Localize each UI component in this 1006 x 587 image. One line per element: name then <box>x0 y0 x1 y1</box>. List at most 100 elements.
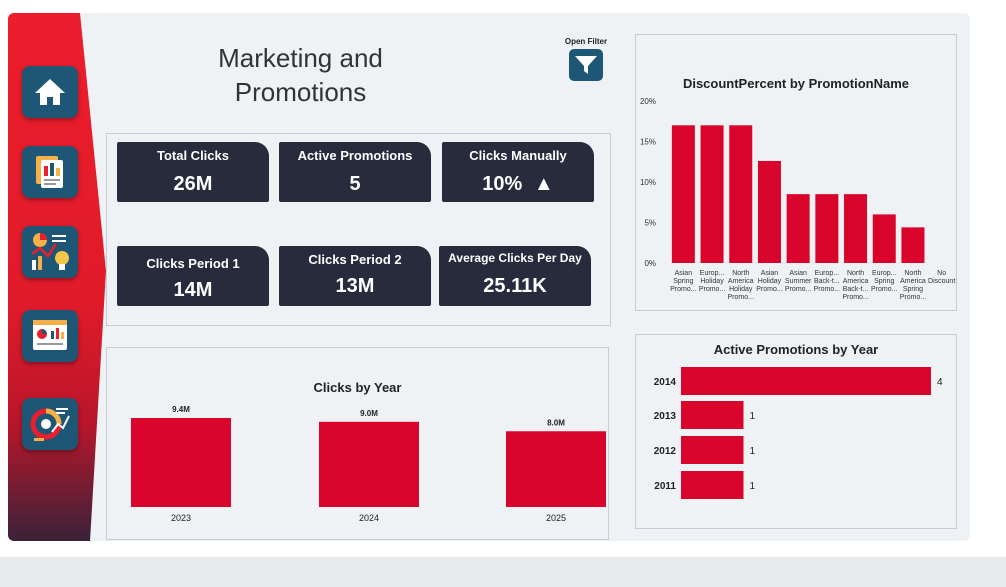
bar[interactable] <box>872 214 896 263</box>
x-tick-label: Asian <box>789 270 807 277</box>
x-tick-label: Europ... <box>872 270 897 277</box>
bottom-strip <box>0 557 1006 587</box>
kpi-value-row: 10% ▲ <box>442 173 594 196</box>
kpi-title: Total Clicks <box>156 148 229 163</box>
y-tick-label: 15% <box>640 138 656 147</box>
x-tick-label: Promo... <box>871 286 898 293</box>
bar[interactable] <box>681 471 744 499</box>
home-icon <box>35 79 65 105</box>
bar[interactable] <box>757 160 781 263</box>
data-label: 1 <box>750 411 756 422</box>
x-tick-label: Discount <box>928 278 955 285</box>
nav-home-button[interactable] <box>22 66 78 118</box>
bar[interactable] <box>319 421 419 507</box>
insights-icon <box>30 408 70 441</box>
x-tick-label: Asian <box>761 270 779 277</box>
nav-report-button[interactable] <box>22 146 78 198</box>
x-tick-label: Promo... <box>785 286 812 293</box>
discount-chart-panel: DiscountPercent by PromotionName 0% 5% 10%… <box>635 34 957 311</box>
kpi-card-clicks-manually: Clicks Manually 10% ▲ <box>442 142 594 202</box>
x-tick-label: Europ... <box>815 270 840 277</box>
kpi-value: 26M <box>173 173 213 195</box>
bar[interactable] <box>671 125 695 263</box>
y-tick-label: 2014 <box>654 377 677 388</box>
x-tick-label: North <box>904 270 921 277</box>
kpi-title: Clicks Period 2 <box>308 252 402 267</box>
report-canvas: Marketing and Promotions Open Filter Tot… <box>8 13 970 541</box>
x-tick-label: Holiday <box>729 286 753 293</box>
x-tick-label: Promo... <box>670 286 697 293</box>
kpi-card-average-clicks-per-day: Average Clicks Per Day 25.11K <box>439 246 591 306</box>
y-tick-label: 10% <box>640 178 656 187</box>
x-tick-label: Holiday <box>758 278 782 285</box>
kpi-title: Clicks Period 1 <box>146 256 240 271</box>
clicks-by-year-panel: Clicks by Year 9.4M 2023 9.0M 2024 8.0M 2025 <box>106 347 609 540</box>
x-tick-label: Summer <box>785 278 812 285</box>
data-label: 8.0M <box>547 418 565 427</box>
kpi-card-active-promotions: Active Promotions 5 <box>279 142 431 202</box>
x-tick-label: Back-t... <box>814 278 840 285</box>
x-tick-label: 2024 <box>359 513 379 523</box>
x-tick-label: Spring <box>903 286 923 293</box>
bar[interactable] <box>700 125 724 263</box>
x-tick-label: 2025 <box>546 513 566 523</box>
x-tick-label: Promo... <box>842 294 869 301</box>
x-tick-label: Promo... <box>699 286 726 293</box>
x-tick-label: America <box>843 278 869 285</box>
kpi-value: 10% <box>482 173 523 195</box>
kpi-value: 25.11K <box>483 275 547 297</box>
x-tick-label: Spring <box>874 278 894 285</box>
y-tick-label: 20% <box>640 97 656 106</box>
bar[interactable] <box>506 431 606 507</box>
active-promotions-chart: 2014 4 2013 1 2012 1 2011 1 <box>654 367 943 499</box>
bar[interactable] <box>815 194 839 263</box>
kpi-title: Active Promotions <box>297 148 413 163</box>
x-tick-label: America <box>900 278 926 285</box>
x-tick-label: Promo... <box>756 286 783 293</box>
trend-up-icon: ▲ <box>533 173 554 195</box>
kpi-value: 13M <box>335 275 375 297</box>
x-tick-label: 2023 <box>171 513 191 523</box>
bar[interactable] <box>681 367 931 395</box>
discount-percent-chart: 0%5%10%15%20%AsianSpringPromo...Europ...… <box>640 97 955 301</box>
x-tick-label: Europ... <box>700 270 725 277</box>
report-icon <box>36 156 63 188</box>
kpi-value: 5 <box>349 173 361 195</box>
data-label: 9.4M <box>172 405 190 414</box>
nav-insights-button[interactable] <box>22 398 78 450</box>
bar[interactable] <box>131 418 231 507</box>
bar[interactable] <box>844 194 868 263</box>
page-title-line-1: Marketing and <box>218 43 383 73</box>
data-label: 9.0M <box>360 409 378 418</box>
nav-dashboard-button[interactable] <box>22 310 78 362</box>
dashboard-icon <box>33 320 67 350</box>
bar[interactable] <box>786 194 810 263</box>
analytics-icon <box>31 233 69 270</box>
bar[interactable] <box>729 125 753 263</box>
data-label: 4 <box>937 377 943 388</box>
y-tick-label: 5% <box>644 219 656 228</box>
x-tick-label: Back-t... <box>843 286 869 293</box>
x-tick-label: No <box>937 270 946 277</box>
kpi-title: Average Clicks Per Day <box>448 251 582 265</box>
chart-title: DiscountPercent by PromotionName <box>682 76 910 91</box>
bar[interactable] <box>681 401 744 429</box>
x-tick-label: Promo... <box>814 286 841 293</box>
filter-funnel-icon <box>575 56 597 74</box>
bar[interactable] <box>681 436 744 464</box>
nav-analytics-button[interactable] <box>22 226 78 278</box>
data-label: 1 <box>750 481 756 492</box>
page-title: Marketing and Promotions <box>198 41 403 109</box>
kpi-card-total-clicks: Total Clicks 26M <box>117 142 269 202</box>
x-tick-label: North <box>847 270 864 277</box>
open-filter-button[interactable]: Open Filter <box>564 37 608 81</box>
bar[interactable] <box>901 227 925 263</box>
x-tick-label: Spring <box>673 278 693 285</box>
kpi-card-clicks-period-1: Clicks Period 1 14M <box>117 246 269 306</box>
open-filter-label: Open Filter <box>564 37 608 46</box>
x-tick-label: Promo... <box>728 294 755 301</box>
kpi-value: 14M <box>173 279 213 301</box>
data-label: 1 <box>750 446 756 457</box>
y-tick-label: 2012 <box>654 446 677 457</box>
y-tick-label: 2013 <box>654 411 677 422</box>
